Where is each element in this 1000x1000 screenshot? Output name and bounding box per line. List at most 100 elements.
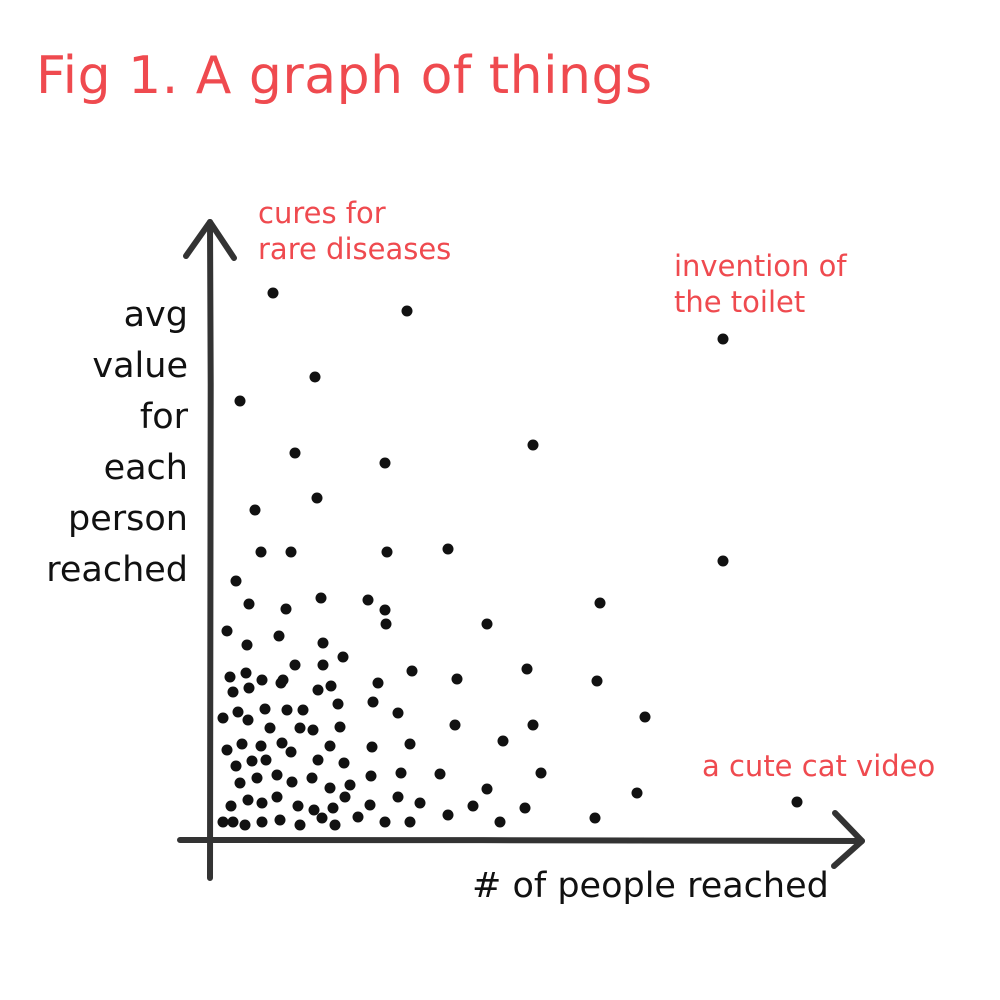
annotation-line: the toilet [674,285,806,319]
data-point [243,682,255,694]
data-point [325,680,337,692]
data-point [414,797,426,809]
data-point [316,812,328,824]
data-point [259,703,271,715]
data-point [267,287,279,299]
data-point [364,799,376,811]
data-point [255,740,267,752]
data-point [294,722,306,734]
y-axis-label-line: person [68,499,188,539]
data-point [442,543,454,555]
data-point [221,625,233,637]
data-point [289,447,301,459]
data-point [594,597,606,609]
data-point [401,305,413,317]
data-point [591,675,603,687]
y-axis-label-line: reached [46,550,188,590]
data-point [256,797,268,809]
data-point [337,651,349,663]
data-point [241,639,253,651]
data-point [256,816,268,828]
data-point [256,674,268,686]
data-point [236,738,248,750]
data-point [451,673,463,685]
data-point [227,816,239,828]
data-point [217,816,229,828]
data-point [631,787,643,799]
data-point [527,719,539,731]
data-point [271,791,283,803]
data-point [285,546,297,558]
data-point [344,779,356,791]
data-point [497,735,509,747]
data-point [312,684,324,696]
annotation-line: invention of [674,249,847,283]
data-point [311,492,323,504]
data-point [449,719,461,731]
x-axis-label: # of people reached [472,866,829,906]
data-point [372,677,384,689]
data-point [285,746,297,758]
data-point [286,776,298,788]
data-point [230,575,242,587]
data-point [339,791,351,803]
annotation-line: cures for [258,196,386,230]
y-axis-label-line: value [92,346,188,386]
data-point [315,592,327,604]
data-point [519,802,531,814]
data-point [324,740,336,752]
data-point [379,604,391,616]
data-point [535,767,547,779]
data-point [521,663,533,675]
data-point [289,659,301,671]
data-point [307,724,319,736]
data-point [224,671,236,683]
data-point [639,711,651,723]
data-point [317,659,329,671]
data-point [234,395,246,407]
data-point [392,707,404,719]
data-point [467,800,479,812]
data-point [277,674,289,686]
data-point [260,754,272,766]
data-point [481,783,493,795]
data-point [338,757,350,769]
data-point [243,598,255,610]
data-point [380,618,392,630]
annotation-line: a cute cat video [702,749,936,783]
data-point [332,698,344,710]
data-point [352,811,364,823]
data-point [317,637,329,649]
axes [177,219,865,881]
data-point [227,686,239,698]
data-point [791,796,803,808]
data-point [273,630,285,642]
data-point [271,769,283,781]
data-point [239,819,251,831]
data-point [292,800,304,812]
data-point [381,546,393,558]
data-point [365,770,377,782]
data-point [367,696,379,708]
annotation-cures: cures for rare diseases [258,195,451,267]
data-point [366,741,378,753]
data-point [312,754,324,766]
data-point [334,721,346,733]
y-axis-arrowhead [183,219,237,261]
x-axis-line [177,837,865,844]
annotation-cat: a cute cat video [702,748,935,784]
data-point [242,714,254,726]
data-point [406,665,418,677]
data-point [392,791,404,803]
data-point [404,738,416,750]
data-point [281,704,293,716]
data-point [379,816,391,828]
data-point [274,814,286,826]
data-point [434,768,446,780]
data-point [308,804,320,816]
data-point [327,802,339,814]
data-point [242,794,254,806]
data-point [225,800,237,812]
annotation-toilet: invention of the toilet [674,248,847,320]
